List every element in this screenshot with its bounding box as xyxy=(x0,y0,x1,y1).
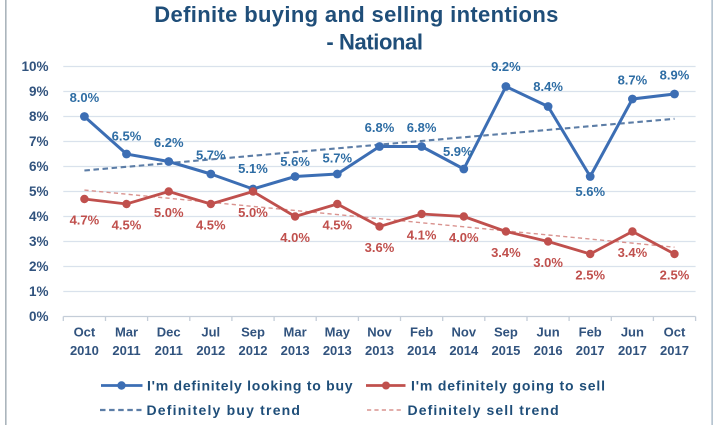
svg-text:7%: 7% xyxy=(29,134,49,149)
svg-text:2013: 2013 xyxy=(323,343,352,358)
svg-text:8.9%: 8.9% xyxy=(660,68,690,83)
svg-text:8.0%: 8.0% xyxy=(70,90,100,105)
svg-text:6.8%: 6.8% xyxy=(365,120,395,135)
svg-text:5%: 5% xyxy=(29,184,49,199)
svg-text:6.5%: 6.5% xyxy=(112,129,142,144)
svg-text:4.7%: 4.7% xyxy=(70,212,100,227)
svg-text:4.0%: 4.0% xyxy=(280,230,310,245)
svg-text:2017: 2017 xyxy=(576,343,605,358)
svg-text:10%: 10% xyxy=(21,59,48,74)
svg-text:8.7%: 8.7% xyxy=(618,73,648,88)
svg-text:May: May xyxy=(325,325,351,340)
svg-text:5.7%: 5.7% xyxy=(322,151,352,166)
svg-text:Mar: Mar xyxy=(115,325,138,340)
svg-text:2017: 2017 xyxy=(618,343,647,358)
svg-text:2012: 2012 xyxy=(239,343,268,358)
svg-text:4%: 4% xyxy=(29,209,49,224)
svg-text:5.6%: 5.6% xyxy=(575,184,605,199)
svg-text:2011: 2011 xyxy=(155,343,183,358)
svg-text:Definitely sell trend: Definitely sell trend xyxy=(408,402,560,418)
svg-text:6.8%: 6.8% xyxy=(407,120,437,135)
svg-text:4.5%: 4.5% xyxy=(196,217,226,232)
svg-text:Jul: Jul xyxy=(201,325,220,340)
svg-text:5.9%: 5.9% xyxy=(443,144,473,159)
svg-text:5.6%: 5.6% xyxy=(280,154,310,169)
svg-text:6.2%: 6.2% xyxy=(154,135,184,150)
svg-text:2%: 2% xyxy=(29,259,49,274)
svg-text:2014: 2014 xyxy=(407,343,437,358)
svg-text:3.4%: 3.4% xyxy=(618,245,648,260)
svg-text:4.5%: 4.5% xyxy=(322,217,352,232)
svg-text:Definitely buy trend: Definitely buy trend xyxy=(147,402,302,418)
svg-text:5.0%: 5.0% xyxy=(154,205,184,220)
svg-text:2017: 2017 xyxy=(660,343,689,358)
svg-text:2.5%: 2.5% xyxy=(660,267,690,282)
svg-text:3.4%: 3.4% xyxy=(491,245,521,260)
svg-text:Definite buying and selling in: Definite buying and selling intentions xyxy=(154,2,558,27)
svg-text:5.0%: 5.0% xyxy=(238,205,268,220)
svg-text:Nov: Nov xyxy=(452,325,477,340)
svg-text:5.1%: 5.1% xyxy=(238,161,268,176)
svg-text:0%: 0% xyxy=(29,309,49,324)
svg-text:Nov: Nov xyxy=(367,325,392,340)
svg-text:2014: 2014 xyxy=(449,343,479,358)
svg-text:Oct: Oct xyxy=(74,325,96,340)
svg-text:8%: 8% xyxy=(29,109,49,124)
svg-text:Mar: Mar xyxy=(284,325,307,340)
svg-text:Jun: Jun xyxy=(621,325,644,340)
svg-text:4.0%: 4.0% xyxy=(449,230,479,245)
svg-text:9.2%: 9.2% xyxy=(491,59,521,74)
svg-text:Feb: Feb xyxy=(410,325,433,340)
svg-text:2012: 2012 xyxy=(196,343,225,358)
svg-text:3%: 3% xyxy=(29,234,49,249)
svg-text:Feb: Feb xyxy=(579,325,602,340)
svg-text:I'm definitely going to sell: I'm definitely going to sell xyxy=(411,378,606,394)
svg-text:- National: - National xyxy=(326,30,422,55)
svg-text:2011: 2011 xyxy=(112,343,140,358)
svg-text:3.0%: 3.0% xyxy=(533,255,563,270)
svg-text:2013: 2013 xyxy=(281,343,310,358)
svg-text:6%: 6% xyxy=(29,159,49,174)
svg-text:5.7%: 5.7% xyxy=(196,148,226,163)
svg-text:Sep: Sep xyxy=(241,325,265,340)
svg-text:2010: 2010 xyxy=(70,343,99,358)
svg-text:Jun: Jun xyxy=(537,325,560,340)
svg-text:2016: 2016 xyxy=(534,343,563,358)
svg-text:9%: 9% xyxy=(29,84,49,99)
svg-text:1%: 1% xyxy=(29,284,49,299)
svg-text:2013: 2013 xyxy=(365,343,394,358)
svg-text:4.5%: 4.5% xyxy=(112,217,142,232)
svg-text:2.5%: 2.5% xyxy=(575,267,605,282)
svg-text:4.1%: 4.1% xyxy=(407,227,437,242)
svg-text:3.6%: 3.6% xyxy=(365,240,395,255)
svg-text:8.4%: 8.4% xyxy=(533,79,563,94)
svg-text:I'm definitely looking to buy: I'm definitely looking to buy xyxy=(147,378,353,394)
svg-text:2015: 2015 xyxy=(491,343,520,358)
svg-text:Dec: Dec xyxy=(157,325,181,340)
svg-text:Oct: Oct xyxy=(664,325,686,340)
svg-text:Sep: Sep xyxy=(494,325,518,340)
